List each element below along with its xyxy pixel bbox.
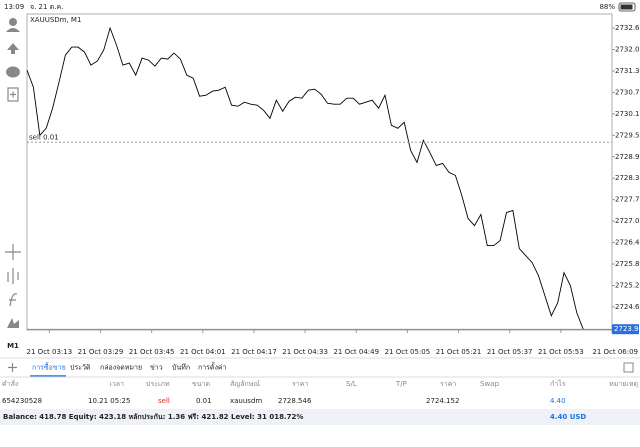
cell-type[interactable]: sell <box>158 397 170 405</box>
tabs: การซื้อขาย ประวัติ กล่องจดหมาย ข่าว บันทึก กา… <box>30 361 227 377</box>
y-tick-label: 2725.245 <box>615 281 640 289</box>
left-toolbar: M1 <box>5 18 21 350</box>
y-tick-label: 2727.090 <box>615 217 640 225</box>
chat-icon[interactable] <box>6 66 20 78</box>
price-tag-label: 2723.992 <box>614 325 640 333</box>
status-time: 13:09 <box>4 3 24 11</box>
battery-icon <box>618 2 636 12</box>
account-icon[interactable] <box>9 18 17 26</box>
column-header: เวลา <box>109 380 124 388</box>
y-tick-label: 2726.475 <box>615 239 640 247</box>
price-line <box>26 26 584 330</box>
status-battery: 88% <box>599 3 615 11</box>
tab[interactable]: บันทึก <box>172 363 190 372</box>
x-tick-label: 21 Oct 04:01 <box>180 348 226 356</box>
battery-level <box>620 4 633 10</box>
column-header: คำสั่ง <box>2 379 18 388</box>
x-tick-label: 21 Oct 04:49 <box>333 348 379 356</box>
y-tick-label: 2728.935 <box>615 153 640 161</box>
column-header: ประเภท <box>146 380 170 388</box>
cell-volume[interactable]: 0.01 <box>196 397 212 405</box>
cell-symbol[interactable]: xauusdm <box>230 397 262 405</box>
y-tick-label: 2732.625 <box>615 24 640 32</box>
trade-icon[interactable] <box>7 43 19 54</box>
y-tick-label: 2730.780 <box>615 88 640 96</box>
footer-total: 4.40 USD <box>550 413 586 421</box>
account-icon-body <box>6 28 20 32</box>
x-tick-label: 21 Oct 05:37 <box>487 348 533 356</box>
x-tick-label: 21 Oct 03:13 <box>27 348 73 356</box>
crosshair-icon[interactable] <box>5 244 21 260</box>
y-tick-label: 2728.320 <box>615 174 640 182</box>
tab[interactable]: ข่าว <box>150 364 163 372</box>
timeframe[interactable]: M1 <box>7 342 19 350</box>
cell-profit[interactable]: 4.40 <box>550 397 566 405</box>
price-tag <box>612 324 639 335</box>
column-header: S/L <box>346 380 357 388</box>
column-header: สัญลักษณ์ <box>230 380 260 388</box>
y-tick-label: 2730.165 <box>615 110 640 118</box>
x-tick-label: 21 Oct 04:17 <box>231 348 277 356</box>
column-header: Swap <box>480 380 499 388</box>
order-line-label: sell 0.01 <box>29 133 59 141</box>
y-tick-label: 2729.55 <box>615 131 640 139</box>
x-tick-label: 21 Oct 05:21 <box>436 348 482 356</box>
y-tick-label: 2724.63 <box>615 303 640 311</box>
x-tick-label: 21 Oct 06:09 <box>592 348 638 356</box>
y-tick-label: 2725.860 <box>615 260 640 268</box>
column-header: หมายเหตุ <box>609 380 638 388</box>
x-tick-label: 21 Oct 05:53 <box>538 348 584 356</box>
y-tick-label: 2727.705 <box>615 196 640 204</box>
column-header: กำไร <box>550 379 566 388</box>
tab[interactable]: กล่องจดหมาย <box>100 364 142 372</box>
x-tick-label: 21 Oct 04:33 <box>282 348 328 356</box>
column-header: T/P <box>395 380 407 388</box>
cell-time[interactable]: 10.21 05:25 <box>88 397 130 405</box>
footer-summary: Balance: 418.78 Equity: 423.18 หลักประกั… <box>3 413 303 421</box>
column-header: ราคา <box>292 380 308 388</box>
column-header: ขนาด <box>192 380 210 388</box>
function-icon[interactable] <box>9 293 18 307</box>
layout-icon[interactable] <box>623 362 634 373</box>
add-button[interactable] <box>8 363 17 372</box>
chart: 2732.625 2732.010 2731.395 2730.780 2730.165… <box>27 24 640 356</box>
new-order-icon[interactable] <box>7 87 19 102</box>
y-tick-label: 2732.010 <box>615 45 640 53</box>
new-order-plus <box>10 91 16 98</box>
plot-frame <box>26 13 613 331</box>
cell-current-price[interactable]: 2724.152 <box>426 397 459 405</box>
cell-price[interactable]: 2728.546 <box>278 397 312 405</box>
tab[interactable]: การซื้อขาย <box>32 361 66 372</box>
x-tick-label: 21 Oct 05:05 <box>385 348 431 356</box>
column-header: ราคา <box>440 380 456 388</box>
tab[interactable]: การตั้งค่า <box>198 361 227 372</box>
indicator-icon[interactable] <box>7 268 19 284</box>
tab[interactable]: ประวัติ <box>70 364 91 372</box>
status-date: จ. 21 ต.ค. <box>30 3 63 11</box>
footer-bar <box>0 409 640 425</box>
chart-title: XAUUSDm, M1 <box>30 16 81 24</box>
cell-order[interactable]: 654230528 <box>2 397 42 405</box>
table: คำสั่ง เวลา ประเภท ขนาด สัญลักษณ์ ราคา S/L T/P ร… <box>2 379 638 405</box>
objects-icon[interactable] <box>7 318 19 328</box>
x-tick-label: 21 Oct 03:29 <box>78 348 124 356</box>
y-tick-label: 2731.395 <box>615 67 640 75</box>
x-tick-label: 21 Oct 03:45 <box>129 348 175 356</box>
